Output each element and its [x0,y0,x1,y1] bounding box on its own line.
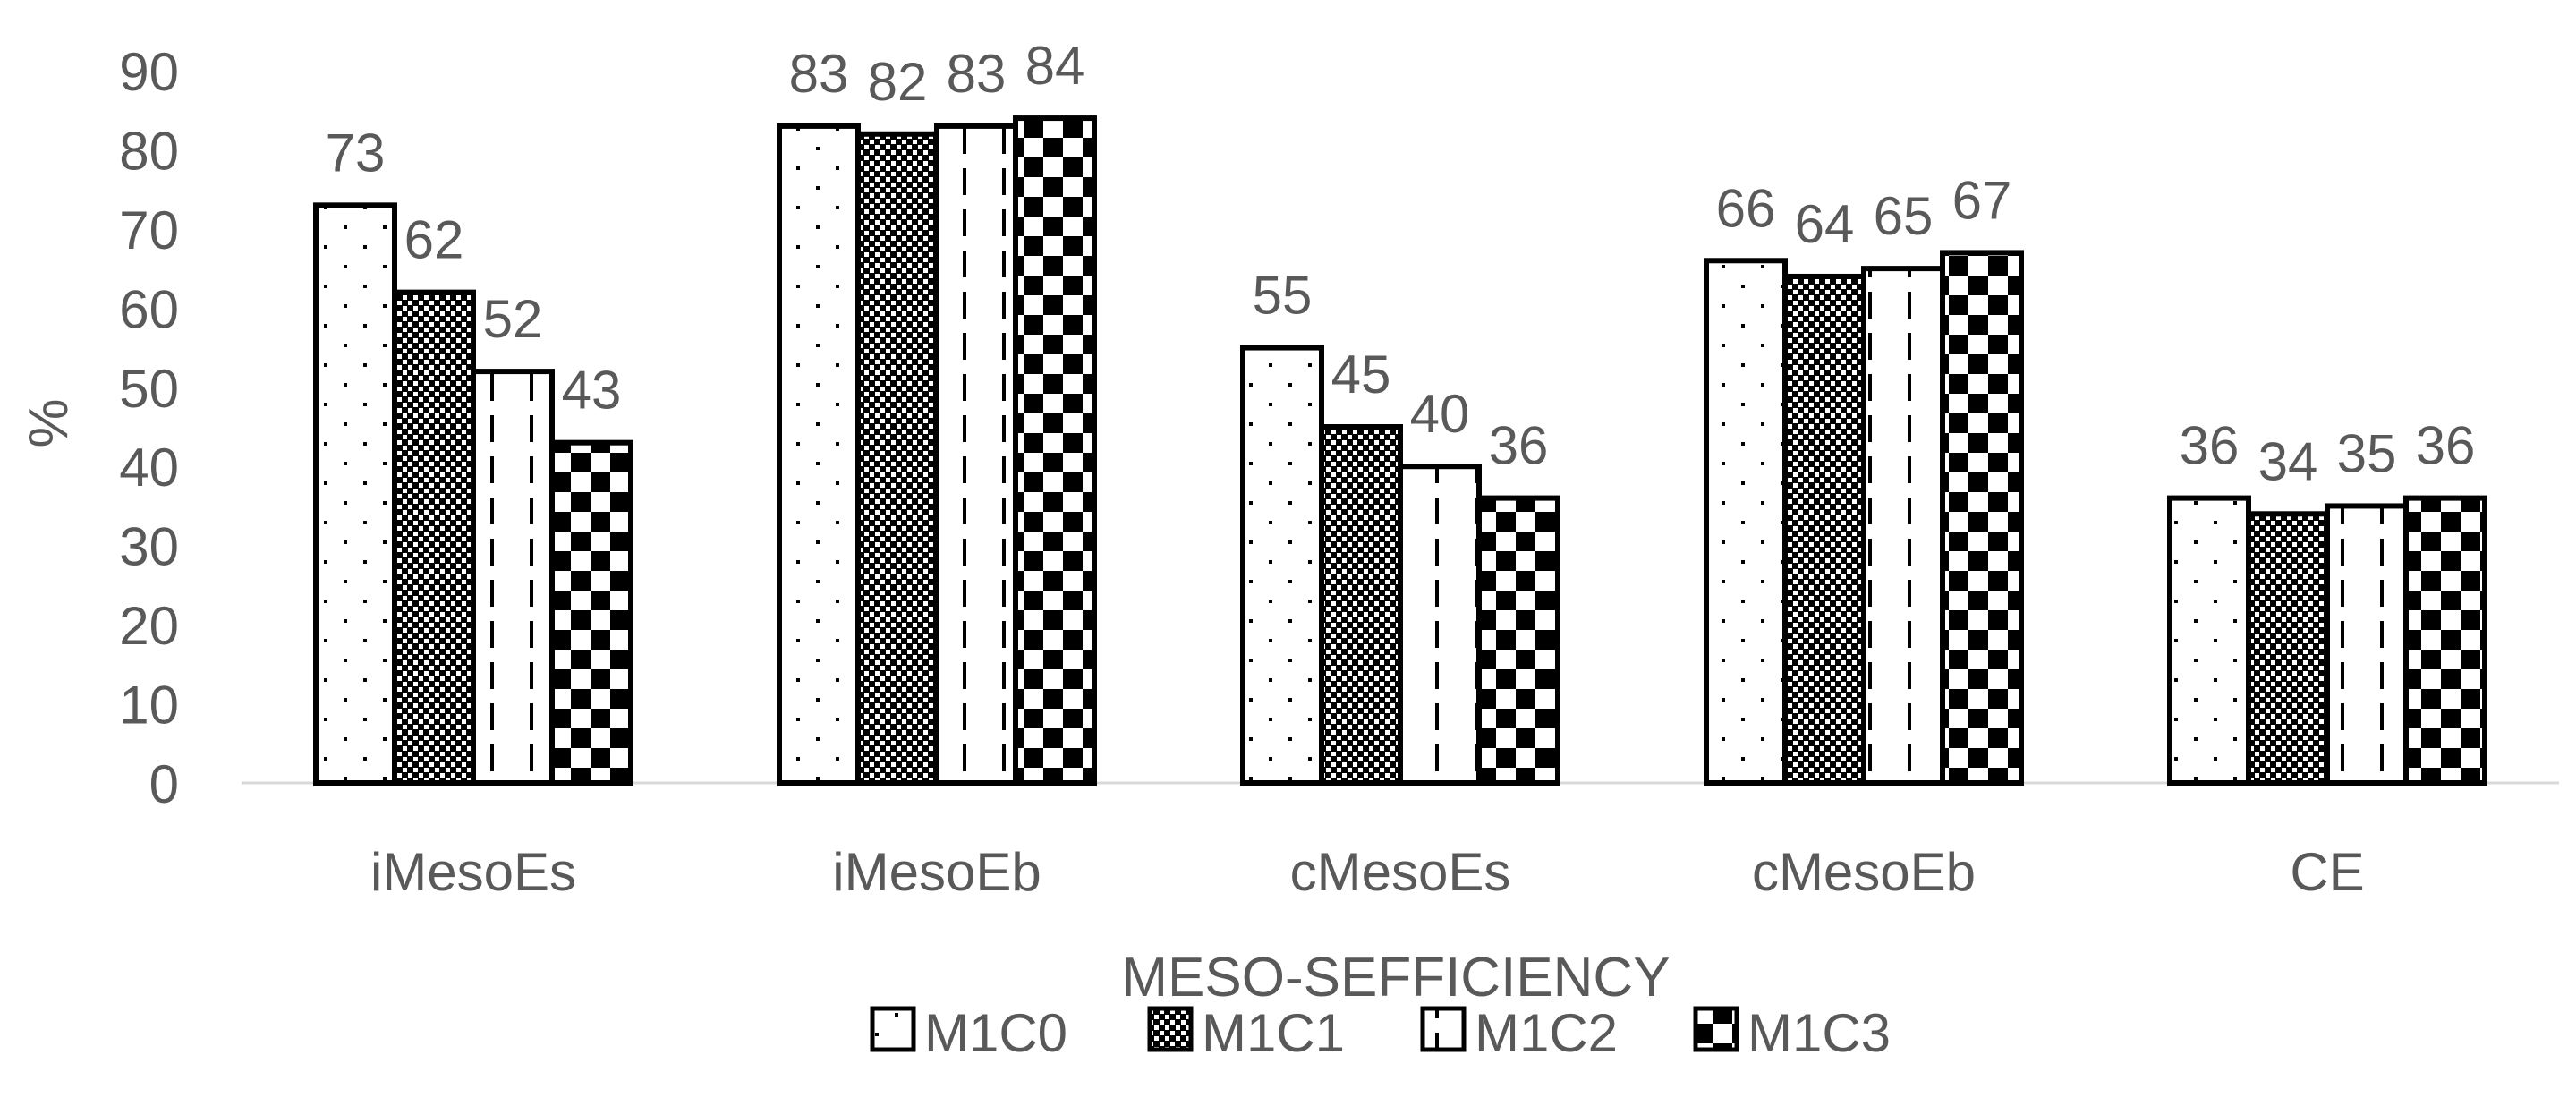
bar-M1C3-cMesoEb [1940,250,2024,786]
legend-label: M1C3 [1747,1003,1891,1063]
bar-M1C0-cMesoEb [1704,258,1788,786]
y-tick-label: 30 [119,517,179,577]
data-label: 83 [789,44,849,104]
data-label: 43 [562,361,622,421]
legend-swatch [1693,1006,1739,1052]
legend-swatch [870,1006,916,1052]
bar-M1C3-CE [2403,495,2487,786]
y-axis-label: % [18,398,80,447]
y-tick-label: 70 [119,200,179,260]
bar-M1C2-iMesoEb [934,123,1018,786]
bar-M1C3-iMesoEb [1013,115,1097,787]
data-labels: 73 62 52 43 83 82 83 84 55 45 40 36 66 64 65 67 36 34 35 36 [326,36,2476,491]
legend-label: M1C0 [924,1003,1067,1063]
legend-item-M1C2: M1C2 [1420,1003,1618,1063]
data-label: 40 [1410,384,1470,444]
data-label: 55 [1253,266,1313,326]
legend-item-M1C0: M1C0 [870,1003,1067,1063]
x-tick-label: iMesoEb [832,842,1041,902]
x-axis-label: MESO-SEFFICIENCY [1121,947,1670,1008]
bar-M1C2-cMesoEs [1398,464,1482,786]
data-label: 45 [1331,345,1391,404]
data-label: 73 [326,123,386,183]
bar-M1C1-cMesoEs [1319,424,1403,786]
data-label: 82 [868,52,928,112]
x-tick-label: CE [2290,842,2364,902]
x-tick-label: cMesoEs [1290,842,1511,902]
y-tick-label: 10 [119,676,179,736]
y-tick-label: 50 [119,359,179,419]
data-label: 65 [1874,186,1934,246]
y-tick-label: 0 [149,754,179,814]
bar-M1C1-cMesoEb [1782,273,1866,786]
data-label: 83 [947,44,1007,104]
x-tick-label: cMesoEb [1752,842,1976,902]
data-label: 36 [2416,416,2476,476]
data-label: 84 [1025,36,1085,96]
bar-M1C2-CE [2325,503,2409,786]
bar-M1C0-cMesoEs [1240,345,1324,786]
y-tick-label: 90 [119,42,179,102]
data-label: 64 [1795,194,1855,254]
bar-M1C1-iMesoEb [855,131,939,786]
y-tick-label: 80 [119,121,179,181]
legend-item-M1C3: M1C3 [1693,1003,1891,1063]
bar-M1C1-iMesoEs [392,289,476,786]
bar-M1C0-iMesoEs [313,202,397,787]
bar-M1C0-CE [2167,495,2251,786]
bar-M1C2-iMesoEs [471,369,555,786]
bar-M1C3-cMesoEs [1476,495,1560,786]
data-label: 62 [404,210,464,270]
data-label: 35 [2337,423,2397,483]
y-tick-label: 60 [119,279,179,339]
bar-M1C1-CE [2246,511,2330,786]
legend-label: M1C2 [1475,1003,1618,1063]
y-tick-label: 40 [119,438,179,498]
data-label: 67 [1952,170,2012,230]
legend: M1C0 M1C1 M1C2 M1C3 [870,1003,1891,1063]
legend-swatch [1420,1006,1467,1052]
bar-M1C0-iMesoEb [777,123,861,786]
data-label: 66 [1716,178,1776,238]
data-label: 36 [2180,416,2240,476]
x-axis-ticks: iMesoEs iMesoEb cMesoEs cMesoEb CE [370,842,2365,902]
bar-M1C3-iMesoEs [549,439,633,786]
data-label: 34 [2258,431,2318,491]
data-label: 52 [483,289,543,349]
x-tick-label: iMesoEs [370,842,576,902]
y-axis-ticks: 0 10 20 30 40 50 60 70 80 90 [119,42,179,814]
legend-label: M1C1 [1202,1003,1345,1063]
y-tick-label: 20 [119,596,179,656]
bars [313,115,2487,787]
data-label: 36 [1489,416,1549,476]
bar-M1C2-cMesoEb [1861,266,1945,787]
legend-item-M1C1: M1C1 [1147,1003,1345,1063]
legend-swatch [1147,1006,1194,1052]
